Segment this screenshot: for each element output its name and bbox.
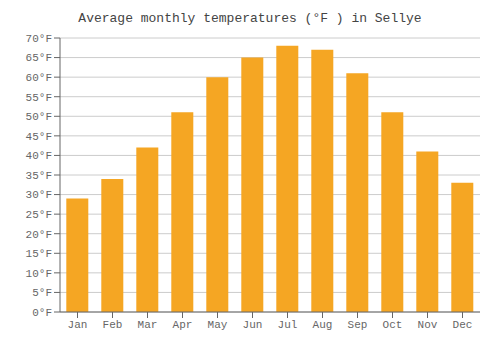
svg-text:Sep: Sep	[348, 319, 368, 331]
svg-text:65°F: 65°F	[26, 52, 52, 64]
svg-text:40°F: 40°F	[26, 150, 52, 162]
html-text:Average monthly temperatures (: Average monthly temperatures (°F ) in Se…	[78, 11, 422, 26]
svg-text:Nov: Nov	[418, 319, 438, 331]
svg-text:60°F: 60°F	[26, 72, 52, 84]
svg-text:15°F: 15°F	[26, 248, 52, 260]
svg-text:35°F: 35°F	[26, 170, 52, 182]
svg-text:May: May	[208, 319, 228, 331]
svg-text:30°F: 30°F	[26, 189, 52, 201]
svg-text:Apr: Apr	[173, 319, 193, 331]
svg-text:Mar: Mar	[138, 319, 158, 331]
svg-text:70°F: 70°F	[26, 33, 52, 45]
svg-text:50°F: 50°F	[26, 111, 52, 123]
svg-text:Aug: Aug	[313, 319, 333, 331]
svg-text:5°F: 5°F	[32, 287, 52, 299]
svg-text:Oct: Oct	[383, 319, 403, 331]
svg-text:25°F: 25°F	[26, 209, 52, 221]
svg-text:Feb: Feb	[103, 319, 123, 331]
svg-text:Dec: Dec	[453, 319, 473, 331]
svg-text:55°F: 55°F	[26, 92, 52, 104]
svg-text:20°F: 20°F	[26, 229, 52, 241]
svg-text:10°F: 10°F	[26, 268, 52, 280]
svg-text:45°F: 45°F	[26, 131, 52, 143]
svg-text:Jun: Jun	[243, 319, 263, 331]
svg-text:Jul: Jul	[278, 319, 298, 331]
svg-text:0°F: 0°F	[32, 307, 52, 319]
svg-text:Jan: Jan	[68, 319, 88, 331]
